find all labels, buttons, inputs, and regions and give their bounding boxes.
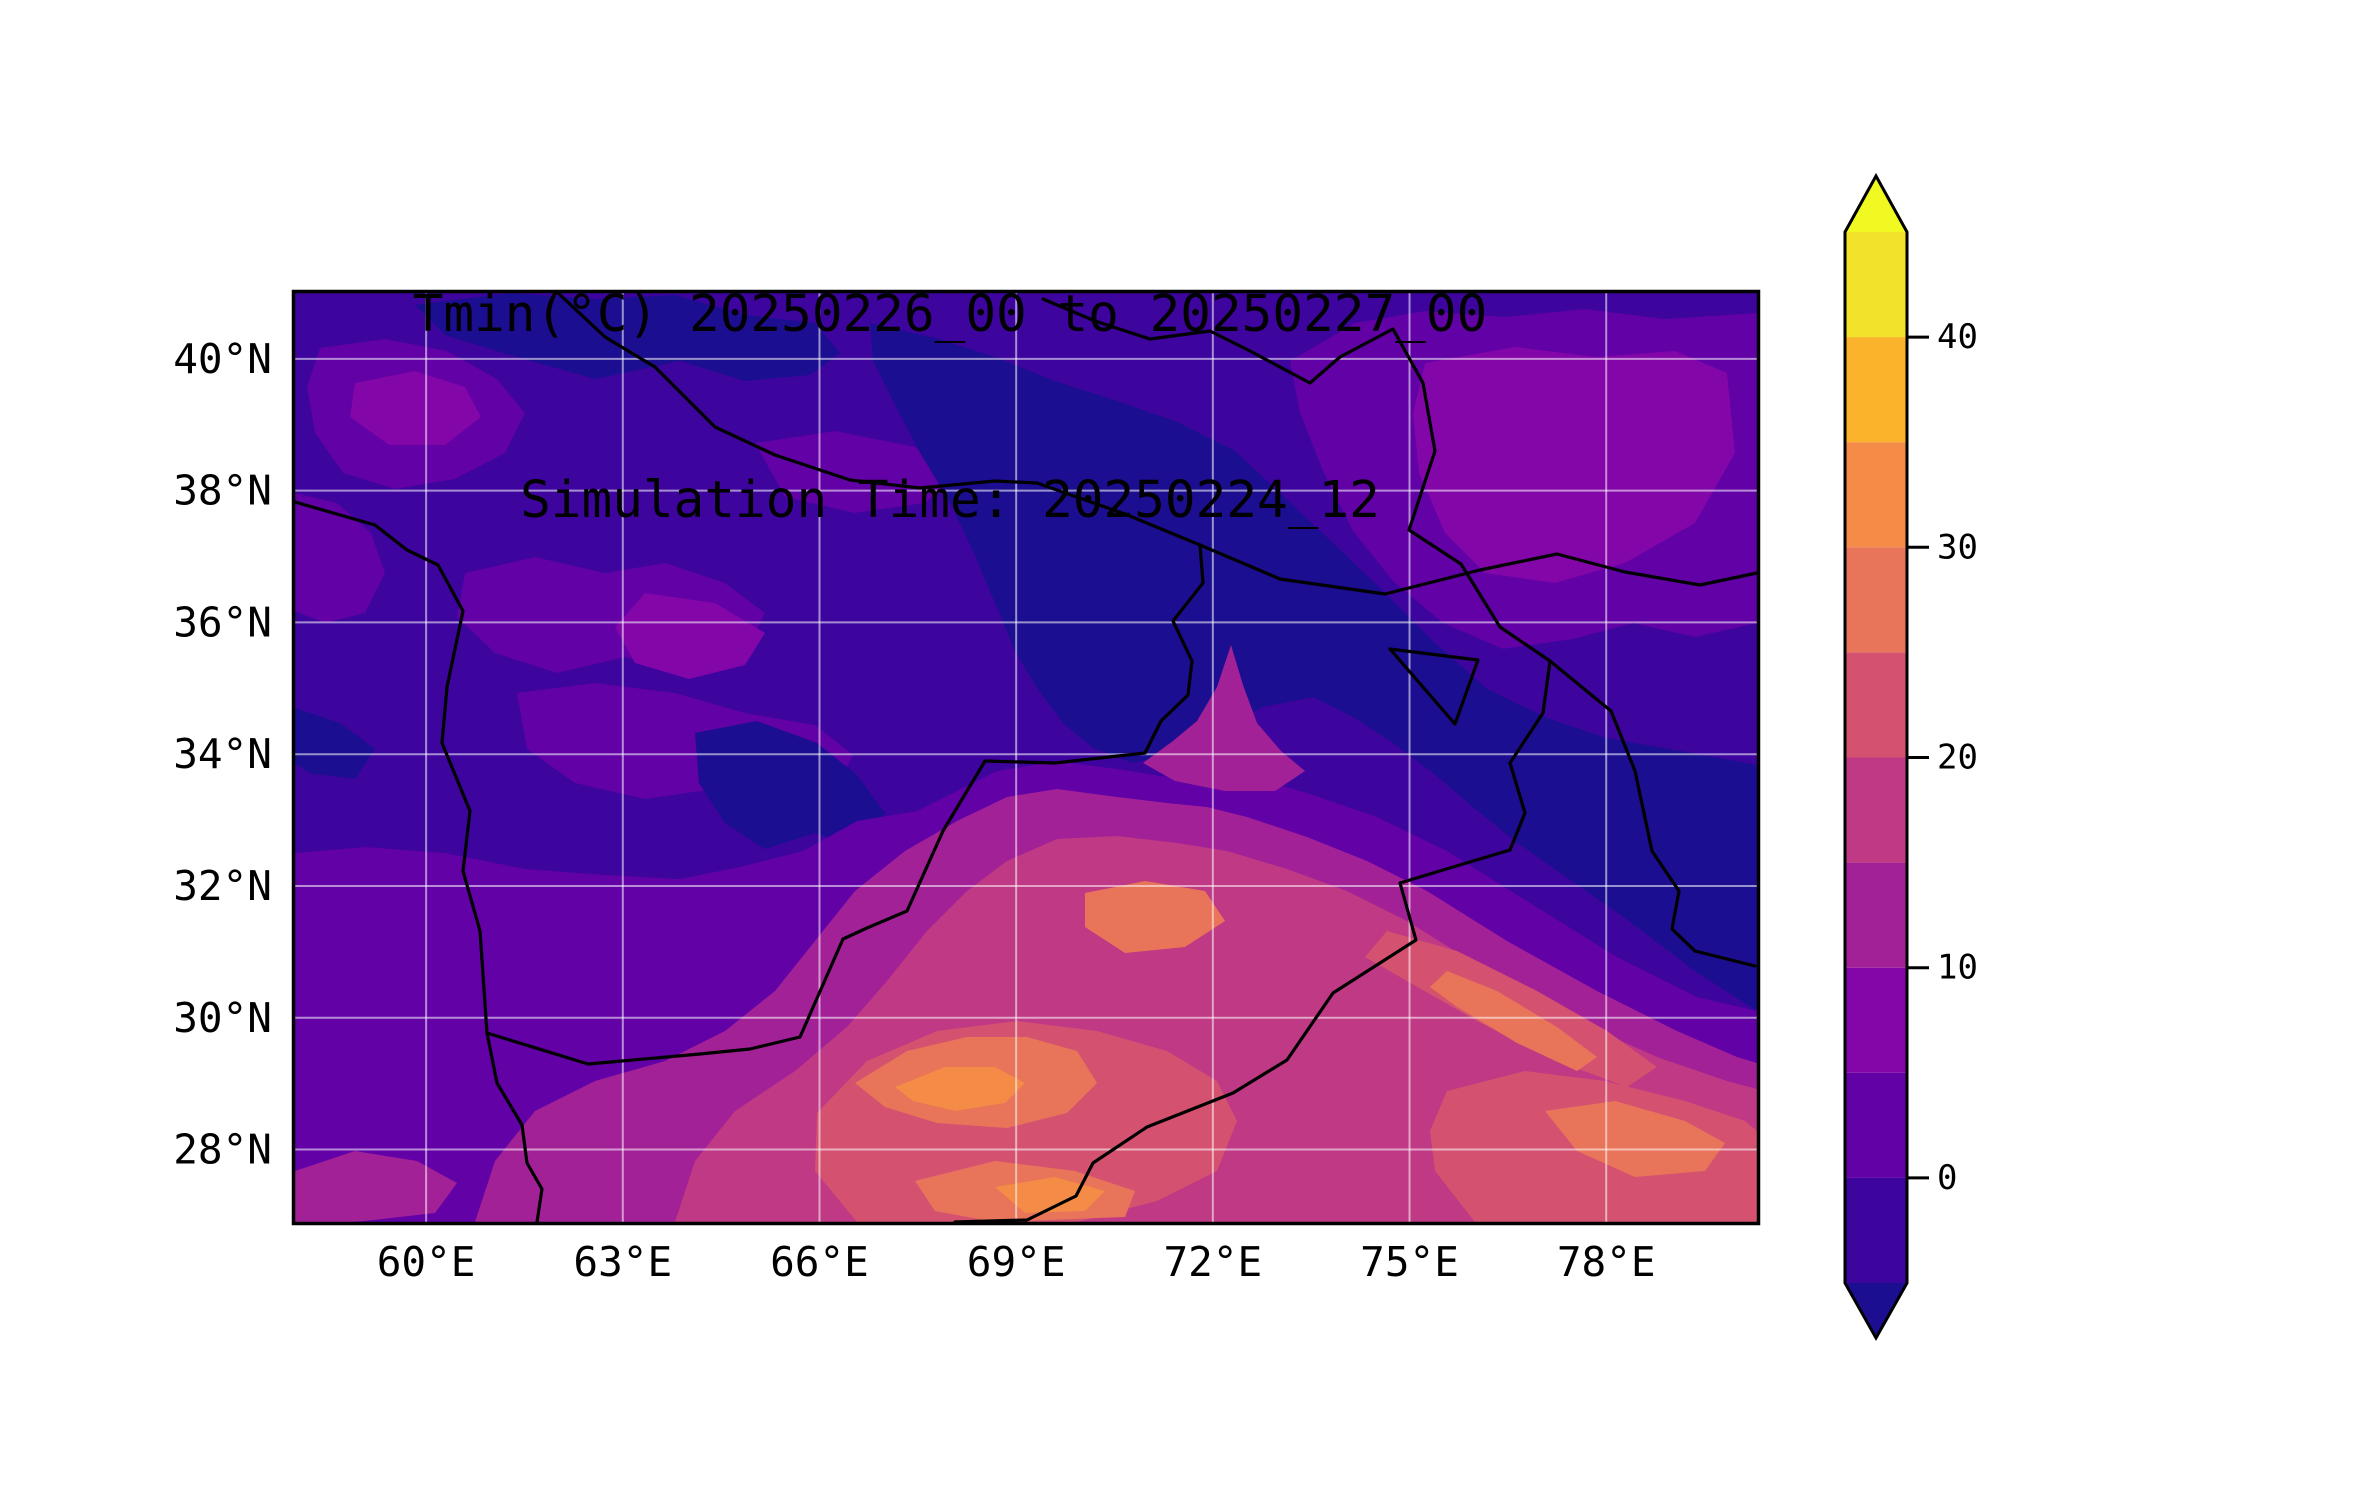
- y-axis-tick-label: 40°N: [173, 335, 272, 383]
- colorbar-extend-under: [1845, 1283, 1907, 1338]
- colorbar-segment: [1845, 547, 1907, 653]
- temp-region-25_30: [1430, 971, 1597, 1071]
- x-axis-tick-label: 78°E: [1557, 1238, 1656, 1286]
- y-axis-tick-label: 32°N: [173, 862, 272, 910]
- durand-line-border: [485, 543, 1205, 1066]
- x-axis-tick-label: 66°E: [770, 1238, 869, 1286]
- colorbar-tick-label: 20: [1937, 738, 1978, 778]
- colorbar: 0 10 20 30 40: [1843, 172, 1978, 1342]
- figure-title-line2: Simulation Time: 20250224_12: [520, 471, 1380, 530]
- figure-title-line1: Tmin(°C) 20250226_00 to 20250227_00: [412, 285, 1488, 344]
- x-axis-tick-label: 63°E: [573, 1238, 672, 1286]
- colorbar-extend-over: [1845, 176, 1907, 232]
- iran-turkmenistan-border: [556, 293, 1039, 490]
- map-frame: [291, 289, 1761, 1226]
- temperature-map: [295, 293, 1757, 1222]
- pakistan-india-border: [953, 848, 1512, 1222]
- y-axis-tick-label: 28°N: [173, 1126, 272, 1174]
- y-axis-tick-label: 38°N: [173, 467, 272, 515]
- x-axis-tick-label: 60°E: [377, 1238, 476, 1286]
- temp-region-lt_-5: [295, 708, 375, 779]
- iran-pakistan-border: [485, 1031, 544, 1222]
- colorbar-tick-label: 10: [1937, 948, 1978, 988]
- colorbar-segment: [1845, 757, 1907, 863]
- temp-region-lt_-5: [870, 323, 1757, 1011]
- line-of-control-border: [1508, 659, 1552, 852]
- temp-region-lt_-5: [695, 721, 885, 849]
- colorbar-tick-label: 30: [1937, 527, 1978, 567]
- figure-title: Tmin(°C) 20250226_00 to 20250227_00 Simu…: [293, 160, 1607, 656]
- temp-region-25_30: [1545, 1101, 1725, 1177]
- temp-region-5_10: [1413, 347, 1735, 583]
- temp-region-10_15: [295, 1151, 457, 1222]
- colorbar-segment: [1845, 1072, 1907, 1178]
- colorbar-segment: [1845, 652, 1907, 758]
- colorbar-tick-label: 0: [1937, 1158, 1957, 1198]
- temp-region-0_5: [755, 431, 957, 513]
- colorbar-segment: [1845, 862, 1907, 968]
- temp-region-5_10: [615, 593, 765, 679]
- x-axis-tick-label: 69°E: [967, 1238, 1066, 1286]
- afghanistan-north-border: [1035, 481, 1757, 596]
- colorbar-segment: [1845, 967, 1907, 1073]
- temp-region-30_35: [895, 1067, 1025, 1111]
- y-axis-tick-label: 30°N: [173, 994, 272, 1042]
- iran-afghanistan-border: [295, 500, 489, 1035]
- temp-region-25_30: [1085, 881, 1225, 953]
- y-axis-tick-label: 36°N: [173, 598, 272, 646]
- temp-region-0_5: [295, 493, 385, 623]
- tajikistan-china-kashmir-border: [1041, 297, 1757, 968]
- colorbar-tick-label: 40: [1937, 317, 1978, 357]
- colorbar-outline: [1843, 172, 1909, 1342]
- colorbar-segment: [1845, 1177, 1907, 1283]
- x-axis-tick-label: 72°E: [1163, 1238, 1262, 1286]
- y-axis-tick-label: 34°N: [173, 730, 272, 778]
- temp-region-30_35: [995, 1177, 1105, 1213]
- x-axis-tick-label: 75°E: [1360, 1238, 1459, 1286]
- colorbar-segment: [1845, 337, 1907, 443]
- colorbar-segment: [1845, 232, 1907, 338]
- kashmir-triangle-border: [1388, 647, 1480, 726]
- temp-region-5_10: [350, 371, 481, 445]
- colorbar-segment: [1845, 442, 1907, 548]
